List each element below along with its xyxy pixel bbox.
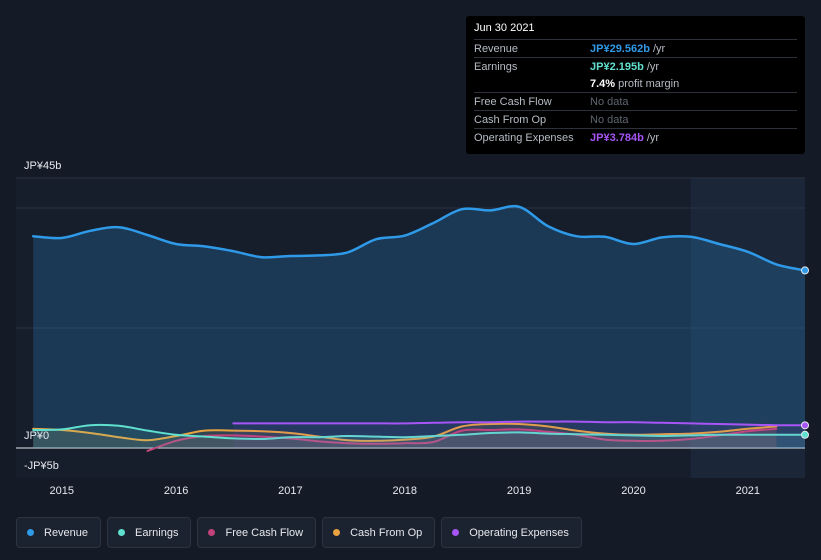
operating-expenses-area [233, 421, 806, 448]
tooltip-value: No data [590, 95, 629, 108]
tooltip-unit: /yr [646, 60, 660, 73]
legend-label: Operating Expenses [469, 526, 569, 539]
legend-item-earnings[interactable]: Earnings [107, 517, 192, 548]
chart-legend: Revenue Earnings Free Cash Flow Cash Fro… [16, 517, 582, 548]
x-tick-label: 2021 [735, 485, 761, 497]
tooltip-value: JP¥3.784b [590, 131, 644, 144]
data-tooltip: Jun 30 2021 Revenue JP¥29.562b /yr Earni… [466, 16, 805, 154]
tooltip-row-operating-expenses: Operating Expenses JP¥3.784b /yr [474, 129, 797, 146]
tooltip-label: Cash From Op [474, 113, 547, 126]
tooltip-label: Revenue [474, 42, 519, 55]
tooltip-label: Earnings [474, 60, 518, 73]
y-label-negative: -JP¥5b [24, 460, 59, 472]
tooltip-unit: profit margin [618, 77, 680, 90]
tooltip-unit: /yr [646, 131, 660, 144]
tooltip-value: JP¥29.562b [590, 42, 650, 55]
y-label-zero: JP¥0 [24, 430, 50, 442]
tooltip-row-profit-margin: 7.4% profit margin [474, 75, 797, 93]
legend-label: Free Cash Flow [225, 526, 304, 539]
revenue-area [33, 206, 805, 448]
operating-expenses-line [232, 420, 806, 427]
free-cash-flow-area [147, 428, 777, 451]
earnings-area [33, 424, 805, 448]
revenue-end-marker [801, 266, 809, 275]
legend-dot-icon [333, 529, 341, 536]
legend-dot-icon [452, 529, 460, 536]
legend-dot-icon [27, 529, 34, 536]
legend-dot-icon [118, 529, 126, 536]
y-label-top: JP¥45b [24, 160, 62, 172]
legend-item-operating-expenses[interactable]: Operating Expenses [441, 517, 582, 548]
tooltip-value: JP¥2.195b [590, 60, 644, 73]
earnings-end-marker [801, 430, 809, 439]
revenue-line [31, 204, 807, 272]
cash-from-op-area [33, 423, 777, 448]
x-tick-label: 2020 [621, 485, 646, 497]
legend-item-cash-from-op[interactable]: Cash From Op [322, 517, 436, 548]
x-tick-label: 2016 [163, 485, 189, 497]
free-cash-flow-line [146, 427, 778, 452]
tooltip-row-cash-from-op: Cash From Op No data [474, 111, 797, 129]
legend-item-free-cash-flow[interactable]: Free Cash Flow [197, 517, 317, 548]
chart-plot [16, 177, 809, 478]
x-tick-label: 2015 [49, 485, 74, 497]
legend-label: Cash From Op [350, 526, 423, 539]
legend-label: Earnings [135, 526, 179, 539]
tooltip-value: 7.4% [590, 77, 616, 90]
x-tick-label: 2018 [392, 485, 418, 497]
earnings-line [32, 423, 806, 441]
x-tick-label: 2017 [278, 485, 303, 497]
cash-from-op-line [32, 422, 778, 442]
tooltip-label: Free Cash Flow [474, 95, 552, 108]
tooltip-label: Operating Expenses [474, 131, 574, 144]
operating-expenses-end-marker [801, 421, 809, 430]
tooltip-row-earnings: Earnings JP¥2.195b /yr [474, 58, 797, 75]
legend-item-revenue[interactable]: Revenue [16, 517, 102, 548]
tooltip-value: No data [590, 113, 629, 126]
tooltip-row-free-cash-flow: Free Cash Flow No data [474, 93, 797, 111]
legend-label: Revenue [44, 526, 89, 539]
tooltip-date: Jun 30 2021 [474, 22, 797, 40]
legend-dot-icon [208, 529, 216, 536]
tooltip-row-revenue: Revenue JP¥29.562b /yr [474, 40, 797, 58]
x-tick-label: 2019 [506, 485, 532, 497]
tooltip-unit: /yr [652, 42, 666, 55]
